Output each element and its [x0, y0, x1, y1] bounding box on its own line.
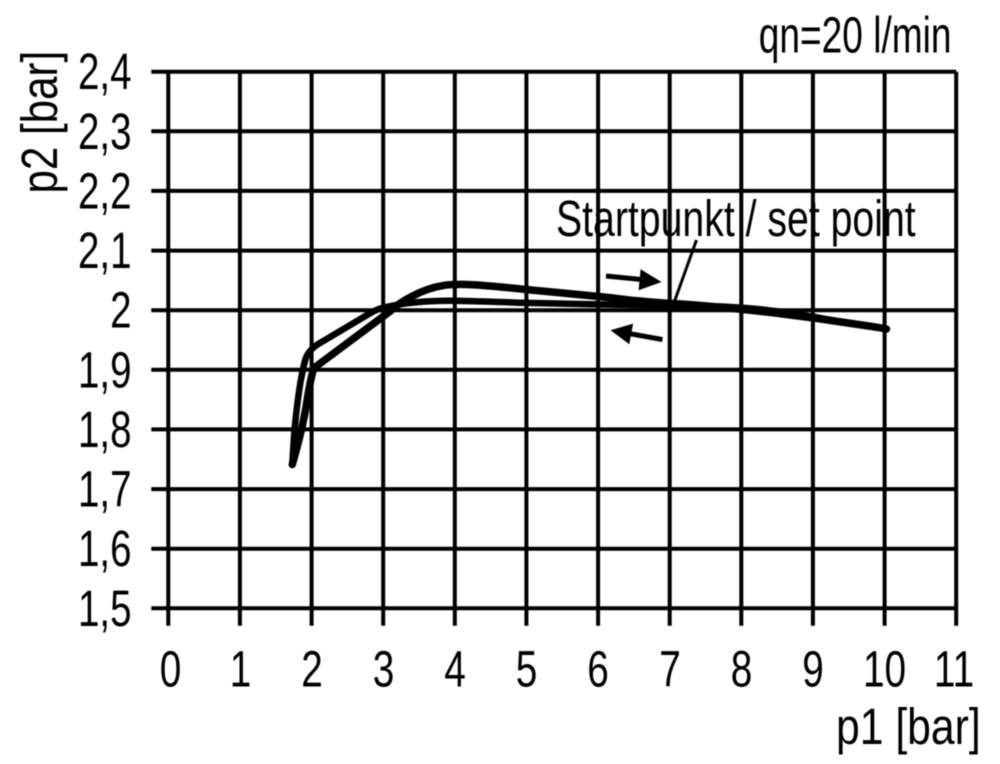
svg-text:1: 1: [230, 640, 252, 697]
svg-text:9: 9: [802, 640, 824, 697]
svg-text:11: 11: [934, 640, 974, 697]
svg-text:2,1: 2,1: [78, 222, 132, 280]
svg-text:10: 10: [863, 640, 906, 697]
svg-text:1,6: 1,6: [78, 520, 132, 578]
svg-text:6: 6: [587, 640, 609, 697]
svg-text:qn=20 l/min: qn=20 l/min: [759, 8, 952, 64]
svg-text:3: 3: [373, 640, 395, 697]
svg-text:p2 [bar]: p2 [bar]: [11, 51, 68, 194]
svg-text:7: 7: [659, 640, 681, 697]
svg-text:2,3: 2,3: [78, 103, 132, 161]
svg-text:1,5: 1,5: [78, 580, 132, 638]
svg-text:1,8: 1,8: [78, 401, 132, 459]
svg-text:p1 [bar]: p1 [bar]: [836, 697, 981, 754]
svg-text:2: 2: [110, 281, 131, 339]
svg-text:Startpunkt / set point: Startpunkt / set point: [556, 190, 916, 247]
svg-text:5: 5: [516, 640, 538, 697]
svg-text:2,4: 2,4: [78, 43, 132, 101]
svg-text:1,9: 1,9: [78, 341, 132, 399]
svg-text:2,2: 2,2: [78, 162, 132, 220]
svg-text:0: 0: [160, 640, 182, 697]
svg-text:8: 8: [731, 640, 753, 697]
svg-text:4: 4: [444, 640, 466, 697]
svg-text:1,7: 1,7: [78, 460, 132, 518]
svg-text:2: 2: [301, 640, 323, 697]
